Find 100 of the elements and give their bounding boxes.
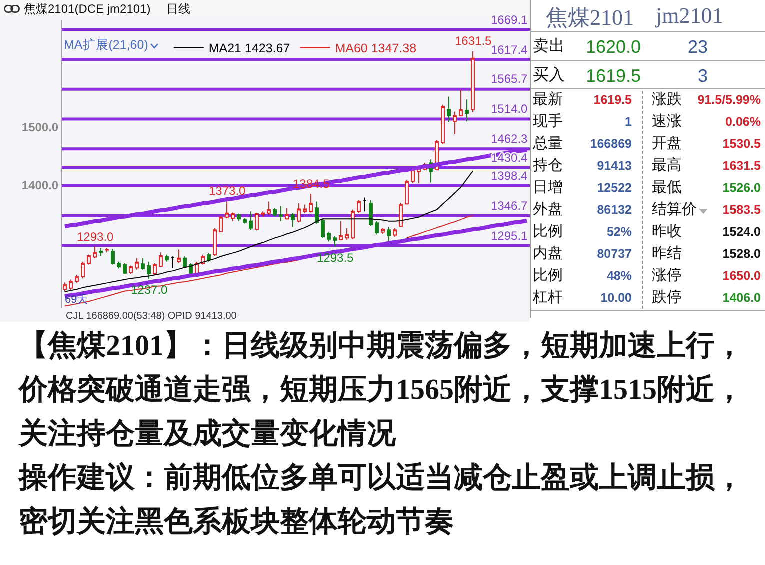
candlestick	[153, 263, 157, 276]
candlestick	[405, 179, 409, 206]
candlestick	[285, 208, 289, 220]
candlestick	[177, 249, 181, 264]
text: 1619.5	[594, 92, 632, 109]
candlestick	[135, 258, 139, 270]
candlestick	[399, 202, 403, 228]
text: 总量	[533, 134, 563, 154]
candlestick	[321, 218, 325, 239]
text: 1620.0	[586, 36, 641, 59]
candlestick	[93, 246, 97, 259]
text: 48%	[606, 268, 632, 285]
candlestick	[471, 50, 475, 113]
text: 焦煤2101	[546, 4, 634, 32]
candlestick	[69, 279, 73, 291]
candlestick	[129, 265, 133, 274]
candlestick	[465, 99, 469, 122]
candlestick	[111, 248, 115, 266]
candlestick	[213, 228, 217, 257]
text: 最低	[652, 178, 682, 198]
text: 12522	[597, 180, 632, 197]
candlestick	[441, 104, 445, 145]
text: 1	[625, 114, 632, 131]
text: jm2101	[656, 3, 724, 29]
text: 现手	[533, 112, 563, 132]
ref-line-label: 1295.1	[491, 229, 528, 243]
candlestick	[171, 256, 175, 269]
ref-line-label: 1617.4	[491, 43, 528, 57]
candlestick	[393, 228, 397, 238]
candlestick	[375, 220, 379, 236]
text: 最高	[652, 156, 682, 176]
candlestick	[63, 282, 67, 292]
candlestick	[231, 212, 235, 222]
candlestick	[279, 206, 283, 222]
candlestick	[309, 194, 313, 214]
text: 内盘	[533, 244, 563, 264]
text: 持仓	[533, 156, 563, 176]
candlestick	[369, 200, 373, 227]
candlestick	[273, 208, 277, 218]
text: 3	[698, 65, 708, 88]
candlestick	[99, 248, 103, 257]
candlestick	[327, 231, 331, 242]
annotation: 1631.5	[455, 34, 492, 48]
candlestick	[159, 252, 163, 268]
candlestick	[333, 236, 337, 248]
candlestick	[165, 254, 169, 262]
ref-line-label: 1430.4	[491, 151, 528, 165]
text: 杠杆	[533, 288, 563, 308]
ref-line-label: 1346.7	[491, 199, 528, 213]
candlestick	[123, 263, 127, 274]
text: 操作建议：前期低位多单可以适当减仓止盈或上调止损，密切关注黑色系板块整体轮动节奏	[19, 461, 745, 540]
text: 速涨	[652, 112, 682, 132]
candlestick	[303, 204, 307, 214]
text: 0.06%	[726, 114, 761, 131]
candlestick	[207, 252, 211, 262]
text: 1406.0	[722, 290, 761, 307]
candlestick	[243, 218, 247, 224]
candlestick	[81, 261, 85, 280]
text: 结算价	[652, 200, 697, 220]
text: 91413	[597, 158, 632, 175]
text: 【焦煤2101】：日线级别中期震荡偏多，短期加速上行，价格突破通道走强，短期压力1565附近，支撑1515附近，关注持仓量及成交量变化情况	[19, 329, 745, 452]
candlestick	[459, 89, 463, 117]
legend-label: MA60 1347.38	[335, 41, 417, 56]
text: 比例	[533, 266, 563, 286]
y-tick-label: 1400.0	[22, 178, 59, 192]
candlestick	[255, 212, 259, 232]
text: 昨收	[652, 222, 682, 242]
candlestick	[345, 228, 349, 240]
text: 昨结	[652, 244, 682, 264]
candlestick	[351, 209, 355, 240]
text: 外盘	[533, 200, 563, 220]
annotation: 1373.0	[209, 184, 246, 198]
candlestick	[87, 254, 91, 266]
ref-line-label: 1565.7	[491, 72, 528, 86]
text: 开盘	[652, 134, 682, 154]
text: 80737	[597, 246, 632, 263]
candlestick	[117, 261, 121, 270]
text: 1650.0	[722, 268, 761, 285]
candlestick	[381, 228, 385, 235]
text: 52%	[606, 224, 632, 241]
candlestick	[453, 111, 457, 135]
ref-line-label: 1462.3	[491, 132, 528, 146]
candlestick	[447, 96, 451, 123]
candlestick	[147, 261, 151, 280]
text: 1524.0	[722, 224, 761, 241]
candlestick	[339, 220, 343, 241]
candlestick	[261, 211, 265, 218]
candlestick	[183, 256, 187, 269]
text: 86132	[597, 202, 632, 219]
chart-subtitle: 日线	[166, 1, 191, 18]
candlestick	[237, 213, 241, 222]
text: 1619.5	[586, 65, 641, 88]
chart-title: 焦煤2101(DCE jm2101)	[24, 1, 151, 18]
legend-title: MA扩展(21,60)	[64, 38, 161, 52]
line-series	[63, 148, 529, 229]
text: 1526.0	[722, 180, 761, 197]
ref-line-label: 1514.0	[491, 102, 528, 116]
text: 比例	[533, 222, 563, 242]
ref-line-label: 1669.1	[491, 13, 528, 27]
text: 涨停	[652, 266, 682, 286]
